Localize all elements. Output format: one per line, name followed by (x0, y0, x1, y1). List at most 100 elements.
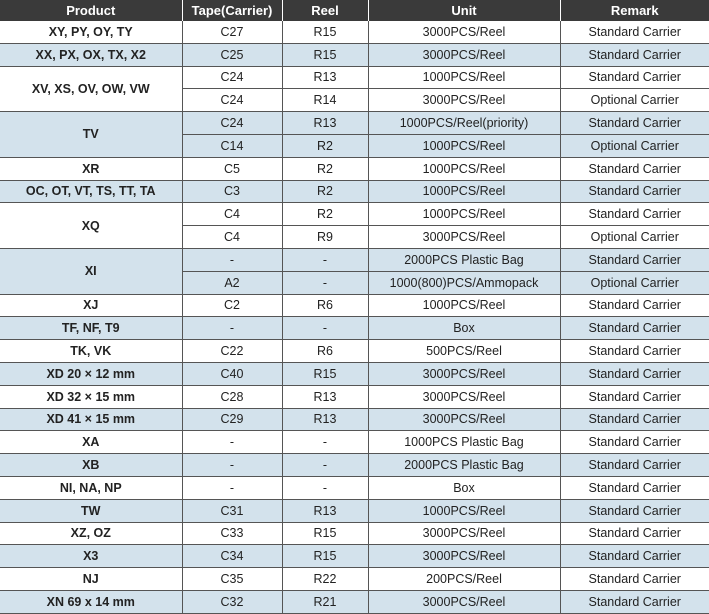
tape-cell: C24 (181, 66, 283, 90)
header-reel: Reel (282, 0, 369, 21)
product-cell: XR (0, 157, 183, 181)
tape-cell: C25 (181, 43, 283, 67)
tape-cell: C2 (181, 294, 283, 318)
product-cell: XD 20 × 12 mm (0, 362, 183, 386)
tape-cell: C40 (181, 362, 283, 386)
reel-cell: R14 (281, 88, 369, 113)
reel-cell: R15 (281, 43, 369, 67)
tape-cell: C31 (181, 499, 283, 523)
reel-cell: R13 (281, 499, 369, 523)
reel-cell: R2 (281, 134, 369, 158)
unit-cell: 2000PCS Plastic Bag (367, 453, 561, 477)
product-cell: XJ (0, 294, 183, 318)
tape-cell: C3 (181, 180, 283, 204)
remark-cell: Standard Carrier (559, 522, 709, 546)
reel-cell: R21 (281, 590, 369, 614)
remark-cell: Standard Carrier (559, 362, 709, 386)
reel-cell: R6 (281, 339, 369, 363)
table-row: TW C31 R13 1000PCS/Reel Standard Carrier (0, 499, 709, 523)
tape-cell: A2 (182, 271, 283, 295)
reel-cell: R9 (281, 225, 369, 249)
unit-cell: 1000PCS/Reel (367, 134, 561, 158)
tape-cell: C34 (181, 544, 283, 569)
remark-cell: Standard Carrier (559, 430, 709, 455)
product-cell: XI (0, 248, 183, 295)
remark-cell: Standard Carrier (559, 43, 709, 67)
tape-cell: C22 (181, 339, 283, 363)
remark-cell: Standard Carrier (559, 248, 709, 272)
table-body: XY, PY, OY, TY C27 R15 3000PCS/Reel Standard… (0, 21, 709, 614)
table-row: XY, PY, OY, TY C27 R15 3000PCS/Reel Standard… (0, 21, 709, 44)
remark-cell: Standard Carrier (559, 21, 709, 44)
table-row: XQ C4 R2 1000PCS/Reel Standard Carrier (0, 202, 709, 249)
reel-cell: R13 (281, 408, 369, 432)
tape-cell: C29 (181, 408, 283, 432)
unit-cell: 1000PCS/Reel (367, 294, 561, 318)
product-cell: NJ (0, 567, 183, 591)
table-row: TF, NF, T9- - Box Standard Carrier (0, 316, 709, 341)
remark-cell: Standard Carrier (559, 180, 709, 204)
remark-cell: Optional Carrier (559, 225, 709, 249)
unit-cell: 1000PCS/Reel(priority) (367, 111, 561, 135)
unit-cell: 1000(800)PCS/Ammopack (367, 271, 561, 295)
unit-cell: 3000PCS/Reel (367, 362, 561, 386)
product-cell: OC, OT, VT, TS, TT, TA (0, 180, 183, 204)
tape-cell: C32 (181, 590, 283, 614)
unit-cell: 3000PCS/Reel (367, 544, 561, 569)
header-tape: Tape(Carrier) (182, 0, 283, 21)
unit-cell: Box (367, 316, 561, 341)
tape-cell: - (181, 476, 283, 500)
unit-cell: 3000PCS/Reel (367, 88, 561, 113)
product-cell: XA (0, 430, 183, 455)
remark-cell: Standard Carrier (559, 476, 709, 500)
remark-cell: Standard Carrier (559, 499, 709, 523)
remark-cell: Optional Carrier (559, 134, 709, 158)
remark-cell: Optional Carrier (559, 88, 709, 113)
remark-cell: Standard Carrier (559, 316, 709, 341)
product-cell: XB (0, 453, 183, 477)
table-row: X3 C34 R15 3000PCS/Reel Standard Carrier (0, 544, 709, 569)
reel-cell: R13 (281, 111, 369, 135)
table-row: TK, VK C22 R6 500PCS/Reel Standard Carrier (0, 339, 709, 363)
reel-cell: - (281, 476, 369, 500)
product-cell: XD 32 × 15 mm (0, 385, 183, 409)
reel-cell: - (281, 453, 369, 477)
remark-cell: Standard Carrier (559, 202, 709, 227)
table-row: XD 20 × 12 mm C40 R15 3000PCS/Reel Standard … (0, 362, 709, 386)
product-cell: TW (0, 499, 183, 523)
reel-cell: R2 (281, 180, 369, 204)
unit-cell: 3000PCS/Reel (367, 522, 561, 546)
table-row: OC, OT, VT, TS, TT, TA C3 R2 1000PCS/Reel St… (0, 180, 709, 204)
product-cell: XV, XS, OV, OW, VW (0, 66, 183, 113)
product-cell: XQ (0, 202, 183, 249)
product-cell: XZ, OZ (0, 522, 183, 546)
table-row: A2-1000(800)PCS/Ammopack Optional Carrier (0, 271, 709, 295)
reel-cell: R15 (281, 544, 369, 569)
table-row: XJ C2 R6 1000PCS/Reel Standard Carrier (0, 294, 709, 318)
product-cell: XX, PX, OX, TX, X2 (0, 43, 183, 67)
table-row: XA - -1000PCS Plastic Bag Standard Carrier (0, 430, 709, 455)
table-row: XI - -2000PCS Plastic Bag Standard Carrier (0, 248, 709, 295)
remark-cell: Standard Carrier (559, 294, 709, 318)
table-row: XX, PX, OX, TX, X2 C25 R15 3000PCS/Reel Stan… (0, 43, 709, 67)
table-row: TV C24 R13 1000PCS/Reel(priority) Standard C… (0, 111, 709, 158)
table-row: XN 69 x 14 mm C32 R21 3000PCS/Reel Standard … (0, 590, 709, 614)
table-row: C14 R2 1000PCS/Reel Optional Carrier (0, 134, 709, 158)
reel-cell: R2 (281, 157, 369, 181)
tape-cell: - (181, 453, 283, 477)
tape-cell: C24 (182, 88, 283, 113)
tape-cell: C14 (182, 134, 283, 158)
product-cell: XN 69 x 14 mm (0, 590, 183, 614)
product-cell: XY, PY, OY, TY (0, 21, 183, 44)
unit-cell: 1000PCS/Reel (367, 499, 561, 523)
unit-cell: 3000PCS/Reel (367, 408, 561, 432)
reel-cell: R15 (281, 522, 369, 546)
tape-cell: C27 (181, 21, 283, 44)
reel-cell: - (281, 430, 369, 455)
tape-cell: - (181, 430, 283, 455)
tape-cell: - (181, 248, 283, 272)
tape-cell: C28 (181, 385, 283, 409)
tape-cell: - (181, 316, 283, 341)
tape-cell: C4 (181, 202, 283, 227)
